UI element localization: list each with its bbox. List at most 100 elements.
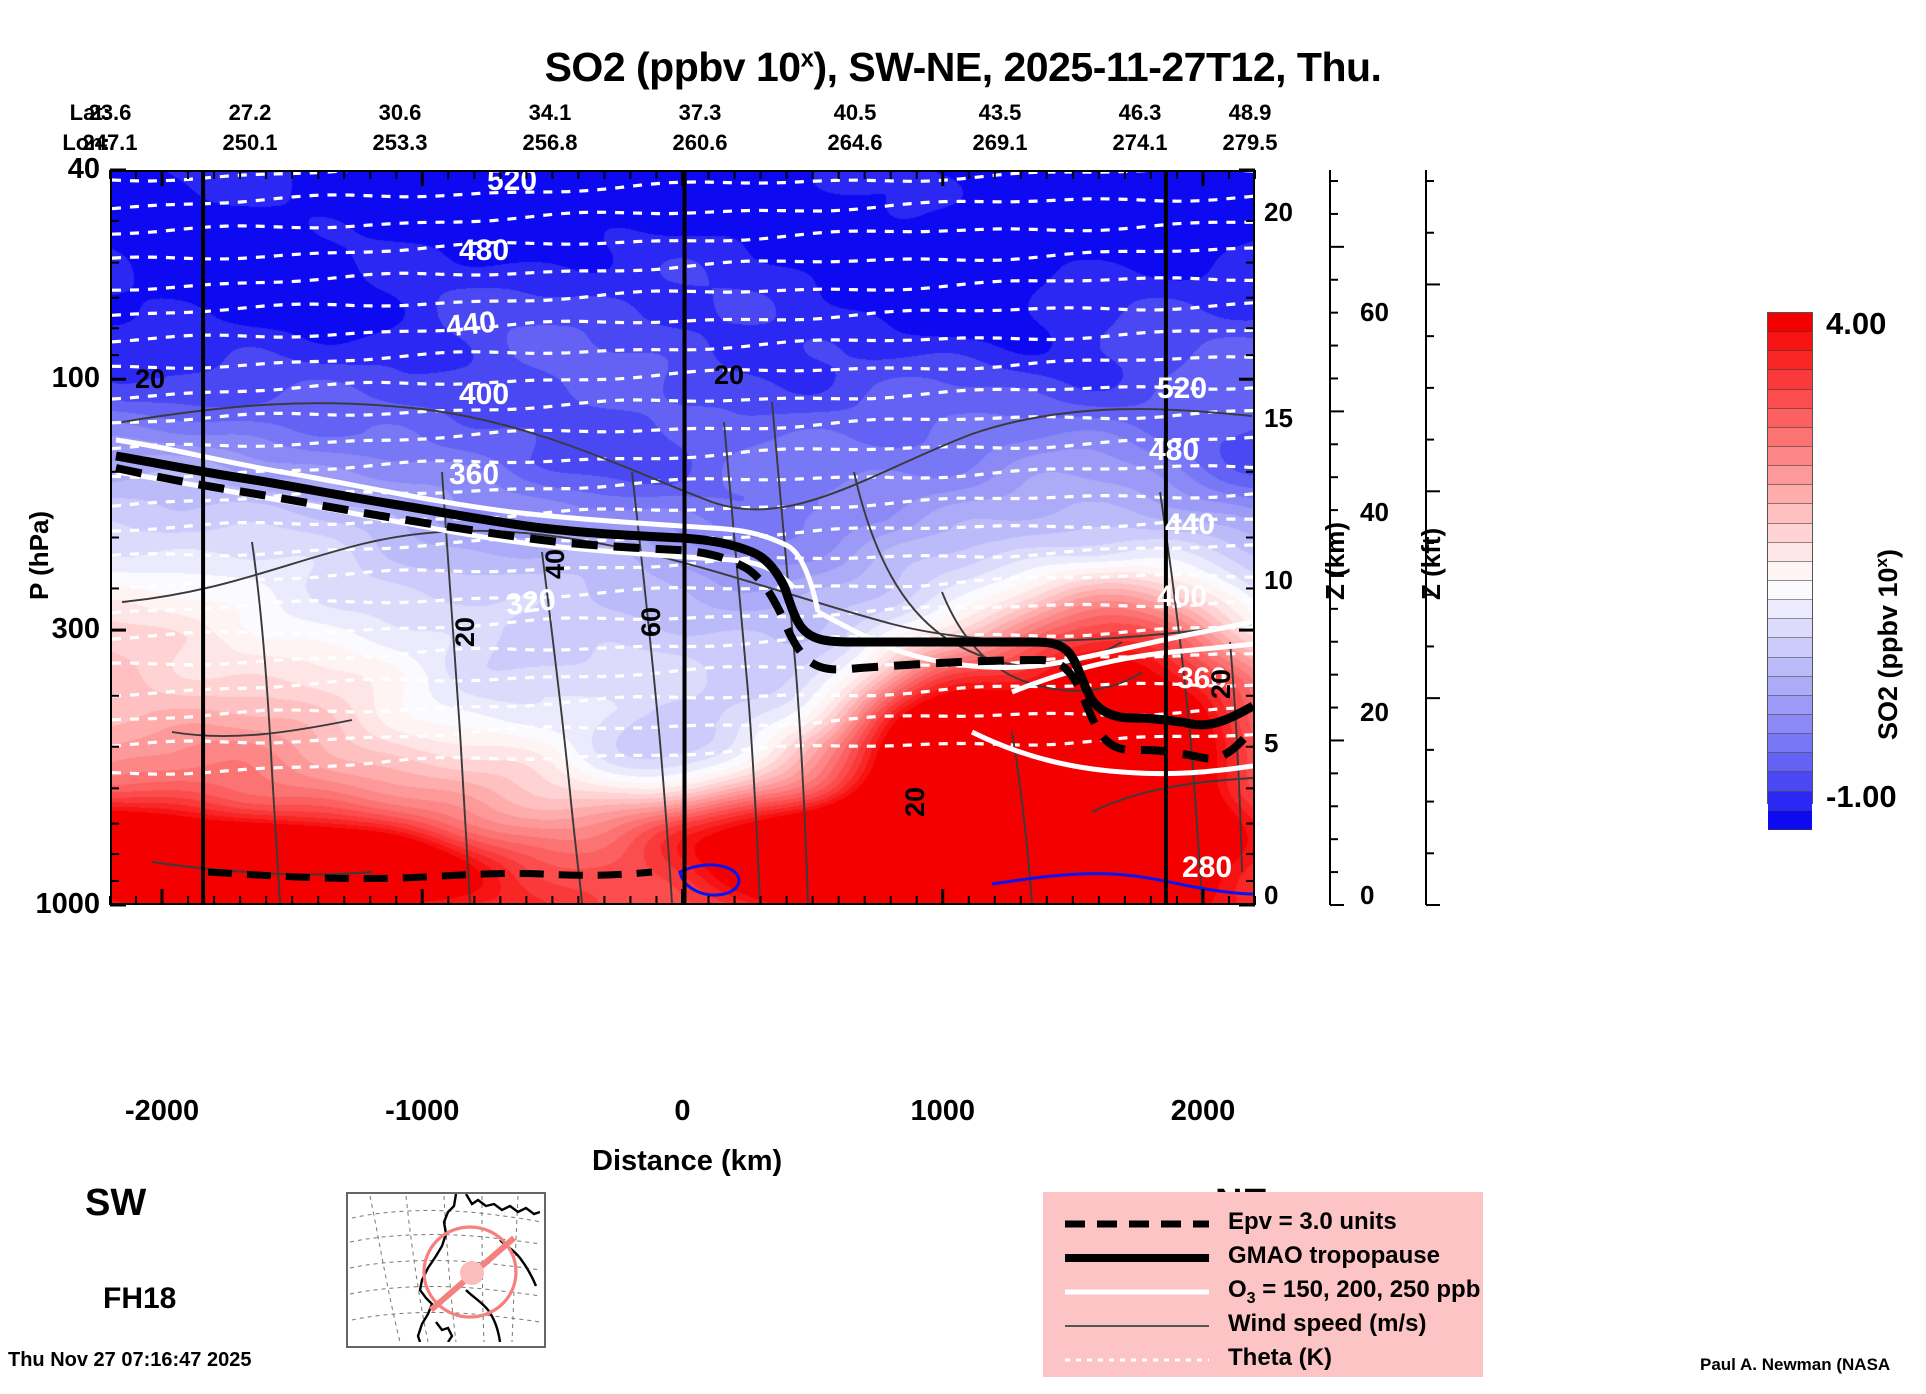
lon-value: 256.8 (522, 130, 578, 155)
lat-value: 23.6 (88, 100, 132, 125)
wind-speed-contour (251, 541, 281, 903)
lon-value: 253.3 (372, 130, 428, 155)
theta-label: 320 (504, 583, 558, 622)
theta-label: 400 (459, 378, 509, 411)
x-tick-label: 2000 (1170, 1095, 1236, 1127)
colorbar-cell (1768, 561, 1812, 581)
colorbar-cell (1768, 313, 1812, 333)
page-title: SO2 (ppbv 10x), SW-NE, 2025-11-27T12, Th… (0, 44, 1926, 91)
x-tick-label: 0 (674, 1095, 691, 1127)
lat-value: 37.3 (678, 100, 722, 125)
z-km-tick-label: 20 (1264, 197, 1293, 227)
colorbar-cell (1768, 332, 1812, 352)
y-axis-farright-title: Z (kft) (1416, 527, 1446, 600)
theta-label: 360 (449, 458, 499, 491)
legend-line-sample (1063, 1274, 1211, 1311)
wind-speed-contour (121, 529, 1253, 642)
colorbar-cell (1768, 600, 1812, 620)
forecast-hour-label: FH18 (103, 1282, 177, 1315)
legend-item: O3 = 150, 200, 250 ppb (1043, 1274, 1483, 1311)
wind-label: 20 (450, 617, 480, 647)
epv-contour-line (207, 868, 653, 883)
lon-value: 250.1 (222, 130, 278, 155)
wind-label: 60 (636, 607, 666, 637)
colorbar-cell (1768, 485, 1812, 505)
x-tick-label: -2000 (124, 1095, 200, 1127)
z-km-tick-label: 5 (1264, 728, 1279, 758)
legend-panel: Epv = 3.0 units GMAO tropopause O3 = 150, … (1043, 1192, 1483, 1377)
colorbar[interactable] (1767, 312, 1813, 830)
z-kft-tick-label: 60 (1360, 297, 1389, 327)
theta-label: 280 (1182, 851, 1232, 884)
colorbar-cell (1768, 753, 1812, 773)
z-kft-tick-label: 0 (1360, 880, 1375, 910)
legend-line-sample (1063, 1240, 1211, 1277)
x-tick-label: -1000 (385, 1095, 460, 1127)
colorbar-cell (1768, 638, 1812, 658)
ozone-contour (970, 729, 1253, 777)
theta-label: 480 (1149, 434, 1199, 467)
sw-corner-label: SW (85, 1182, 147, 1224)
colorbar-cell (1768, 523, 1812, 543)
colorbar-cell (1768, 446, 1812, 467)
author-credit: Paul A. Newman (NASA (1700, 1355, 1891, 1374)
colorbar-max-label: 4.00 (1826, 306, 1887, 341)
legend-item: Theta (K) (1043, 1342, 1483, 1379)
colorbar-cell (1768, 772, 1812, 792)
low-level-blue-contour (991, 872, 1253, 896)
lon-value: 274.1 (1112, 130, 1168, 155)
colorbar-cell (1768, 370, 1812, 390)
colorbar-cell (1768, 619, 1812, 639)
wind-speed-contour (723, 421, 761, 903)
z-km-tick-label: 15 (1264, 403, 1293, 433)
legend-item: Epv = 3.0 units (1043, 1206, 1483, 1243)
theta-label: 520 (487, 172, 537, 197)
generation-timestamp: Thu Nov 27 07:16:47 2025 (8, 1349, 252, 1371)
wind-speed-contour (171, 719, 353, 738)
colorbar-cell (1768, 791, 1812, 811)
y-tick-label: 40 (67, 153, 100, 185)
legend-item: GMAO tropopause (1043, 1240, 1483, 1277)
lat-value: 48.9 (1228, 100, 1272, 125)
inset-location-map[interactable] (346, 1192, 546, 1348)
lon-row-label: Lon: (62, 130, 110, 155)
low-level-blue-contour (678, 863, 741, 897)
x-axis-title: Distance (km) (592, 1145, 783, 1177)
wind-speed-contour (1229, 641, 1243, 873)
colorbar-cell (1768, 504, 1812, 524)
z-kft-tick-label: 20 (1360, 697, 1389, 727)
lon-value: 247.1 (82, 130, 138, 155)
colorbar-cell (1768, 542, 1812, 562)
legend-label: Theta (K) (1228, 1344, 1332, 1371)
colorbar-cell (1768, 580, 1812, 601)
legend-label: O3 = 150, 200, 250 ppb (1228, 1276, 1481, 1307)
wind-speed-contour (121, 402, 1253, 511)
wind-speed-contour (441, 471, 471, 903)
theta-label: 480 (459, 234, 509, 267)
legend-item: Wind speed (m/s) (1043, 1308, 1483, 1345)
wind-label: 20 (1206, 669, 1236, 699)
y-axis-left-title: P (hPa) (24, 510, 54, 600)
colorbar-cell (1768, 734, 1812, 754)
title-text-before: SO2 (ppbv 10 (544, 44, 802, 90)
colorbar-cell (1768, 466, 1812, 486)
z-km-tick-label: 0 (1264, 880, 1279, 910)
lat-value: 40.5 (833, 100, 877, 125)
colorbar-cell (1768, 810, 1812, 830)
epv-contour-line (115, 464, 1253, 763)
colorbar-cell (1768, 427, 1812, 447)
y-tick-label: 300 (51, 613, 100, 646)
colorbar-cell (1768, 351, 1812, 371)
lat-value: 43.5 (978, 100, 1022, 125)
theta-label: 520 (1157, 372, 1207, 405)
wind-speed-contour (853, 471, 1123, 668)
inset-transect-marker (422, 1225, 518, 1319)
lon-value: 260.6 (672, 130, 728, 155)
legend-line-sample (1063, 1342, 1211, 1379)
cross-section-plot[interactable]: 520 480 440 400 360 320 280 520 480 440 400 360 20 20… (110, 170, 1255, 905)
lon-value: 264.6 (827, 130, 883, 155)
colorbar-cell (1768, 408, 1812, 428)
legend-line-sample (1063, 1206, 1211, 1243)
y-tick-label: 100 (51, 362, 100, 395)
